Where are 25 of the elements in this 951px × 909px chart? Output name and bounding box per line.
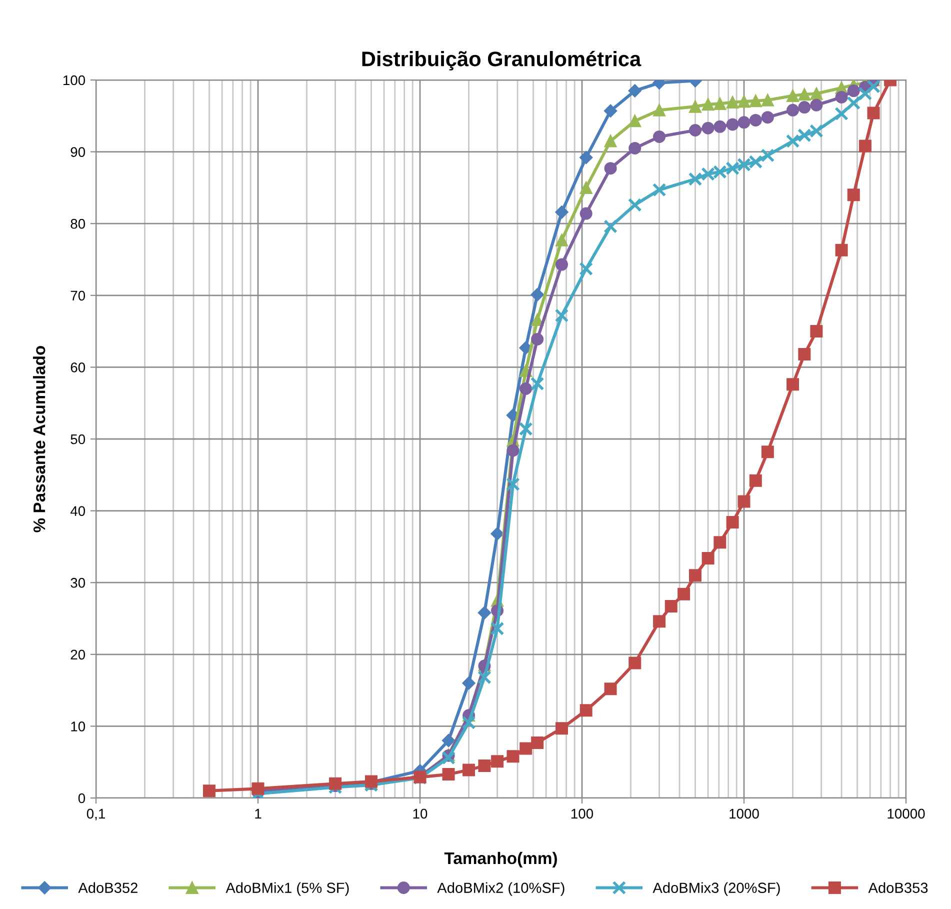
x-tick-label: 1: [255, 808, 262, 818]
y-tick-label: 100: [63, 75, 86, 86]
x-tick-label: 100: [571, 808, 594, 819]
x-tick-label: 10000: [888, 808, 925, 819]
x-tick-label: 0,1: [86, 808, 105, 820]
x-axis-title: Tamanho(mm): [444, 852, 557, 868]
y-tick-label: 90: [70, 147, 86, 157]
x-tick-label: 1000: [730, 808, 759, 819]
y-axis-title: % Passante Acumulado: [32, 346, 46, 532]
legend-label: AdoB353: [868, 882, 928, 893]
y-tick-label: 80: [70, 218, 86, 229]
y-tick-label: 60: [70, 362, 86, 372]
y-tick-label: 40: [70, 506, 86, 516]
chart-title: Distribuição Granulométrica: [362, 50, 642, 70]
y-tick-label: 10: [71, 722, 86, 732]
y-tick-label: 0: [78, 793, 86, 804]
x-tick-label: 10: [413, 808, 428, 819]
y-tick-label: 20: [70, 650, 86, 660]
y-tick-label: 50: [70, 434, 86, 444]
y-tick-label: 70: [70, 290, 86, 301]
legend-label: AdoBMix1 (5% SF): [226, 882, 349, 896]
legend-label: AdoBMix3 (20%SF): [652, 882, 780, 896]
y-tick-label: 30: [70, 578, 86, 588]
legend-label: AdoBMix2 (10%SF): [437, 882, 564, 896]
legend-label: AdoB352: [78, 882, 138, 893]
